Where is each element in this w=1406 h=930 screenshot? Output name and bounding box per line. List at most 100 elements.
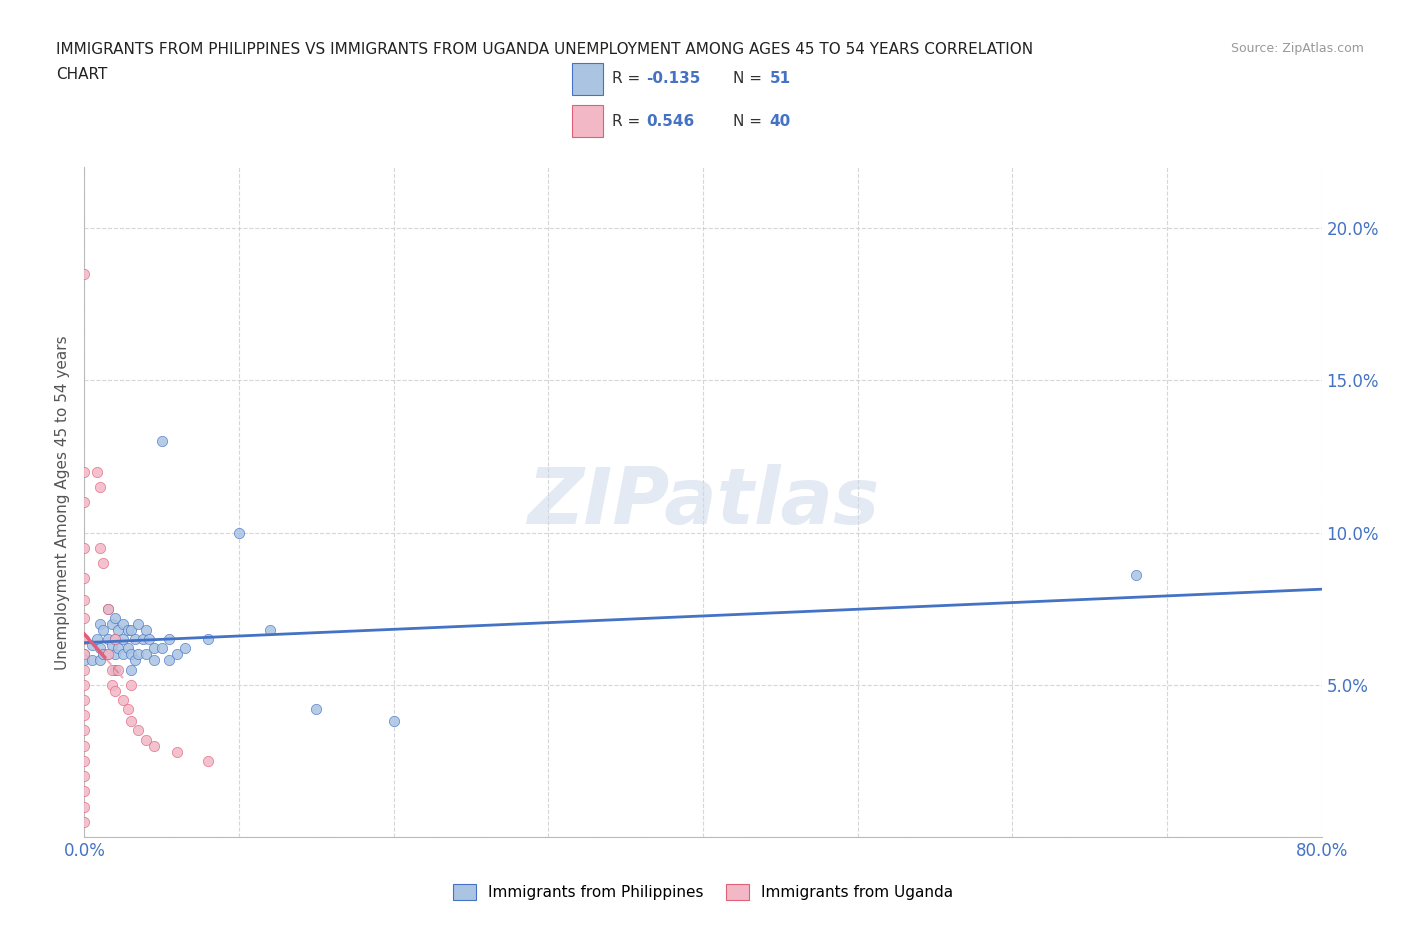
Point [73,653,96,668]
Point [73,647,96,662]
Point [112,647,135,662]
Text: 40: 40 [769,113,792,128]
Point [127,723,149,737]
Point [101,638,124,653]
Point [197,753,219,768]
Point [73,799,96,814]
Point [73,677,96,692]
Point [259,622,281,637]
Point [104,631,127,646]
Text: ZIPatlas: ZIPatlas [527,464,879,540]
Point [91,555,114,570]
Point [101,617,124,631]
Point [73,631,96,646]
Point [305,702,328,717]
Text: Source: ZipAtlas.com: Source: ZipAtlas.com [1230,42,1364,55]
Point [143,653,166,668]
Point [135,622,157,637]
Point [73,267,96,282]
Point [82,653,104,668]
Point [104,684,127,698]
Point [143,738,166,753]
Point [82,638,104,653]
Point [73,693,96,708]
Point [159,631,180,646]
Point [73,753,96,768]
Point [135,647,157,662]
FancyBboxPatch shape [572,63,603,95]
Point [73,592,96,607]
Point [89,480,111,495]
Point [73,723,96,737]
Text: 51: 51 [769,72,790,86]
Point [89,653,111,668]
Point [73,662,96,677]
Point [228,525,250,540]
Point [159,653,180,668]
Point [86,631,108,646]
Point [73,708,96,723]
Point [112,693,135,708]
Point [135,732,157,747]
Point [101,662,124,677]
Text: N =: N = [733,72,766,86]
Point [104,610,127,625]
Point [117,702,139,717]
Point [132,631,155,646]
Point [117,622,139,637]
Point [104,662,127,677]
Point [91,622,114,637]
Point [120,714,142,729]
Text: R =: R = [612,72,645,86]
Point [89,641,111,656]
Point [73,784,96,799]
FancyBboxPatch shape [572,105,603,137]
Point [382,714,405,729]
Point [1125,568,1147,583]
Point [89,617,111,631]
Point [107,641,129,656]
Point [107,622,129,637]
Text: IMMIGRANTS FROM PHILIPPINES VS IMMIGRANTS FROM UGANDA UNEMPLOYMENT AMONG AGES 45: IMMIGRANTS FROM PHILIPPINES VS IMMIGRANT… [56,42,1033,57]
Text: N =: N = [733,113,766,128]
Point [138,631,160,646]
Point [197,631,219,646]
Point [166,647,188,662]
Point [124,653,146,668]
Point [73,610,96,625]
Point [73,571,96,586]
Point [143,641,166,656]
Point [112,617,135,631]
Text: -0.135: -0.135 [645,72,700,86]
Point [127,617,149,631]
Point [127,647,149,662]
Point [117,641,139,656]
Y-axis label: Unemployment Among Ages 45 to 54 years: Unemployment Among Ages 45 to 54 years [55,335,70,670]
Point [73,495,96,510]
Point [91,647,114,662]
Point [73,738,96,753]
Point [166,744,188,759]
Point [96,602,118,617]
Point [96,647,118,662]
Point [120,622,142,637]
Point [73,540,96,555]
Point [96,631,118,646]
Point [124,631,146,646]
Legend: Immigrants from Philippines, Immigrants from Uganda: Immigrants from Philippines, Immigrants … [447,878,959,907]
Point [73,647,96,662]
Point [89,540,111,555]
Point [120,662,142,677]
Point [112,631,135,646]
Text: CHART: CHART [56,67,108,82]
Point [107,662,129,677]
Point [120,647,142,662]
Point [73,464,96,479]
Point [96,647,118,662]
Point [73,815,96,830]
Point [86,464,108,479]
Point [174,641,197,656]
Point [104,631,127,646]
Point [73,769,96,784]
Point [150,434,173,449]
